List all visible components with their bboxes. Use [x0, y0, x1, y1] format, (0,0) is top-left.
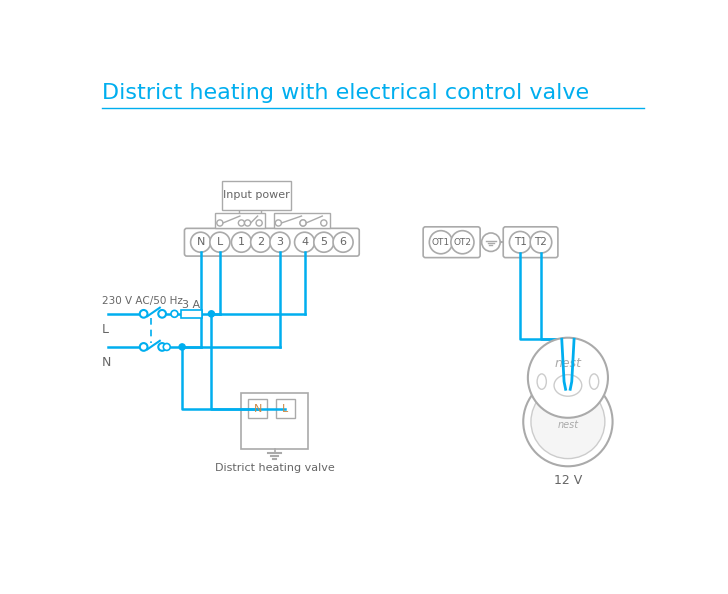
Text: N: N [197, 237, 205, 247]
Text: 4: 4 [301, 237, 308, 247]
Bar [274, 213, 330, 228]
Circle shape [232, 232, 251, 252]
Circle shape [270, 232, 290, 252]
Circle shape [275, 220, 282, 226]
Text: T2: T2 [534, 237, 547, 247]
Bar [215, 213, 265, 228]
Circle shape [321, 220, 327, 226]
Circle shape [531, 385, 605, 459]
Circle shape [523, 377, 612, 466]
Circle shape [140, 343, 148, 351]
Circle shape [482, 233, 500, 251]
Circle shape [314, 232, 334, 252]
FancyBboxPatch shape [184, 228, 359, 256]
Text: 6: 6 [339, 237, 347, 247]
Text: L: L [282, 403, 288, 413]
Circle shape [430, 230, 452, 254]
Circle shape [295, 232, 314, 252]
Text: 1: 1 [238, 237, 245, 247]
Circle shape [256, 220, 262, 226]
Circle shape [140, 310, 148, 318]
Text: 12 V: 12 V [554, 473, 582, 486]
Ellipse shape [590, 374, 598, 389]
Text: N: N [253, 403, 262, 413]
Text: L: L [217, 237, 223, 247]
Bar [222, 181, 291, 210]
Text: nest: nest [558, 421, 579, 431]
Circle shape [158, 310, 166, 318]
Text: T1: T1 [514, 237, 526, 247]
Bar [248, 399, 267, 418]
Circle shape [250, 232, 271, 252]
Circle shape [451, 230, 474, 254]
Circle shape [163, 343, 170, 350]
FancyBboxPatch shape [423, 227, 480, 258]
Text: OT1: OT1 [432, 238, 450, 247]
Bar [241, 393, 309, 448]
Circle shape [245, 220, 250, 226]
Circle shape [179, 344, 185, 350]
Circle shape [208, 311, 215, 317]
Text: OT2: OT2 [454, 238, 472, 247]
Text: L: L [102, 323, 109, 336]
Text: District heating valve: District heating valve [215, 463, 334, 473]
Circle shape [191, 232, 210, 252]
Text: District heating with electrical control valve: District heating with electrical control… [102, 83, 589, 103]
Ellipse shape [537, 374, 546, 389]
Circle shape [510, 232, 531, 253]
Circle shape [528, 338, 608, 418]
Text: 3 A: 3 A [182, 299, 200, 309]
Ellipse shape [554, 375, 582, 396]
Circle shape [158, 343, 166, 351]
Circle shape [171, 310, 178, 317]
Text: 230 V AC/50 Hz: 230 V AC/50 Hz [102, 296, 183, 306]
Text: N: N [102, 356, 111, 369]
Text: Input power: Input power [223, 190, 290, 200]
Text: nest: nest [555, 358, 582, 371]
FancyBboxPatch shape [503, 227, 558, 258]
Circle shape [238, 220, 245, 226]
Text: 2: 2 [257, 237, 264, 247]
Circle shape [217, 220, 223, 226]
Bar [276, 399, 295, 418]
Circle shape [300, 220, 306, 226]
Text: 5: 5 [320, 237, 328, 247]
Circle shape [333, 232, 353, 252]
Circle shape [530, 232, 552, 253]
Text: 3: 3 [277, 237, 283, 247]
Circle shape [300, 220, 306, 226]
Circle shape [210, 232, 230, 252]
Bar [181, 310, 202, 318]
